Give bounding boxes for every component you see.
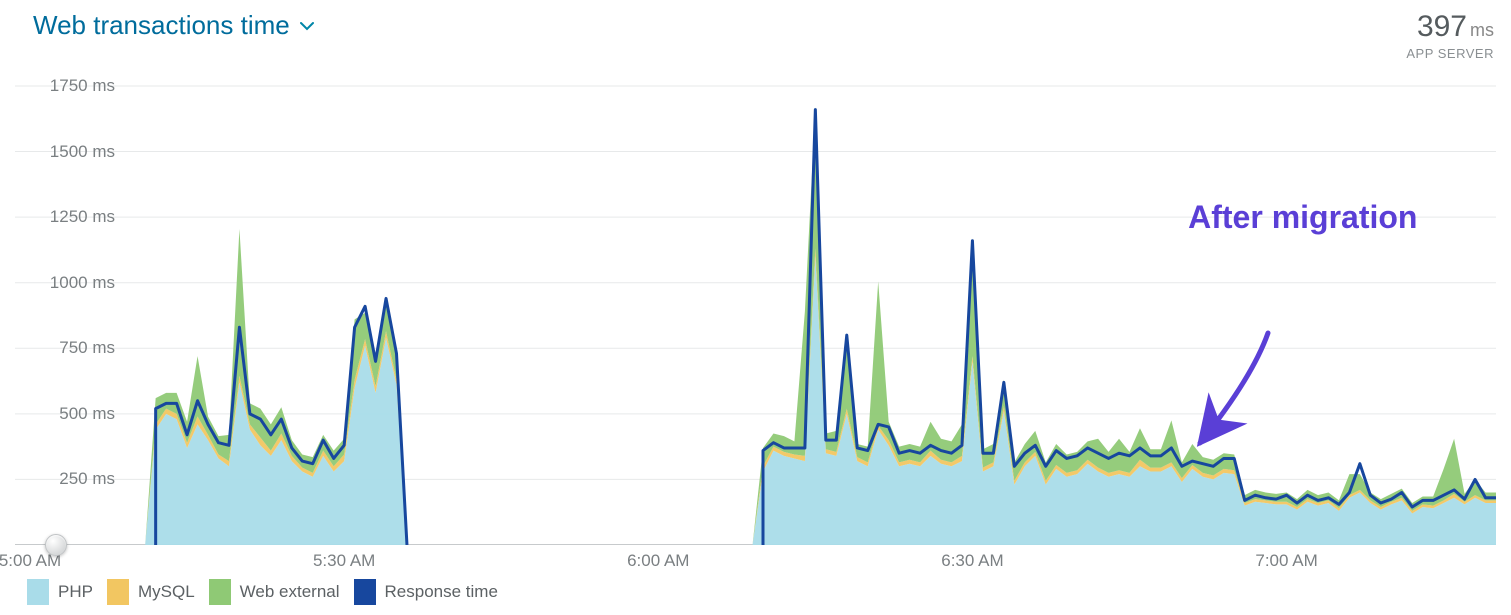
x-axis-label: 5:30 AM [313, 551, 375, 571]
summary-metric: 397ms APP SERVER [1406, 10, 1496, 61]
annotation-text: After migration [1188, 199, 1417, 236]
x-axis-label: 7:00 AM [1255, 551, 1317, 571]
legend-swatch [27, 579, 49, 605]
y-axis-label: 1000 ms [50, 273, 115, 293]
legend-swatch [354, 579, 376, 605]
chart-title: Web transactions time [33, 10, 290, 41]
y-axis-label: 1750 ms [50, 76, 115, 96]
chart-header: Web transactions time 397ms APP SERVER [15, 10, 1496, 61]
chart-svg [15, 65, 1496, 545]
legend-label: Web external [240, 582, 340, 602]
x-axis-label: 6:00 AM [627, 551, 689, 571]
legend-swatch [209, 579, 231, 605]
legend-item[interactable]: PHP [27, 579, 107, 605]
y-axis-label: 1500 ms [50, 142, 115, 162]
legend-item[interactable]: MySQL [107, 579, 209, 605]
legend-label: Response time [385, 582, 498, 602]
time-slider-handle[interactable] [45, 534, 67, 556]
chart-legend: PHP MySQL Web external Response time [27, 579, 1496, 605]
chart-area: 250 ms 500 ms 750 ms 1000 ms 1250 ms 1500 ms 1… [15, 65, 1496, 545]
legend-item[interactable]: Response time [354, 579, 512, 605]
y-axis-label: 500 ms [59, 404, 115, 424]
metric-sublabel: APP SERVER [1406, 46, 1494, 61]
legend-item[interactable]: Web external [209, 579, 354, 605]
metric-value: 397 [1417, 10, 1467, 43]
chart-title-dropdown[interactable]: Web transactions time [15, 10, 314, 41]
legend-label: PHP [58, 582, 93, 602]
metric-unit: ms [1470, 20, 1494, 40]
legend-label: MySQL [138, 582, 195, 602]
chevron-down-icon [300, 18, 314, 34]
x-axis-label: 6:30 AM [941, 551, 1003, 571]
y-axis-label: 250 ms [59, 469, 115, 489]
legend-swatch [107, 579, 129, 605]
y-axis-label: 1250 ms [50, 207, 115, 227]
y-axis-label: 750 ms [59, 338, 115, 358]
